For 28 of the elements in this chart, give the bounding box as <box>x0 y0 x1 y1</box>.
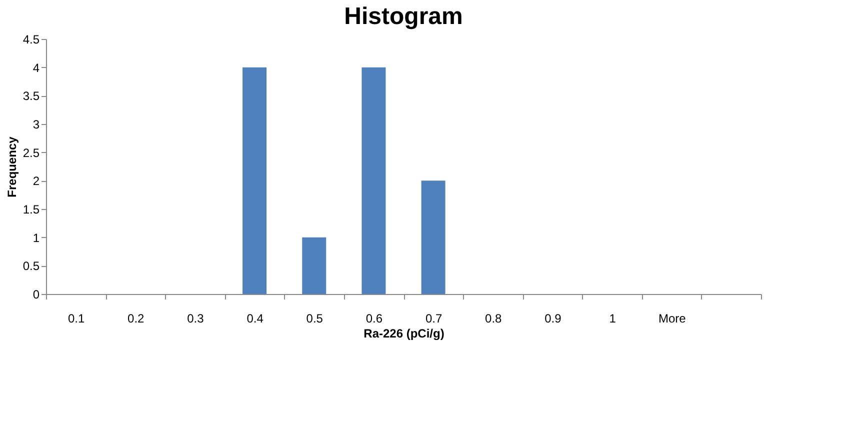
x-tick-label: 0.2 <box>128 312 145 326</box>
x-tick-label: 0.5 <box>306 312 324 326</box>
x-tick-label: 0.7 <box>425 312 442 326</box>
x-tick-label: 0.3 <box>187 312 204 326</box>
x-tick-label: More <box>658 312 686 326</box>
y-tick-label: 4 <box>32 60 40 75</box>
bar <box>302 237 326 294</box>
x-tick-label: 0.1 <box>68 312 85 326</box>
chart-title: Histogram <box>344 3 463 30</box>
bar <box>362 67 386 294</box>
x-tick-label: 0.9 <box>544 312 562 326</box>
y-tick-label: 1.5 <box>22 202 40 216</box>
y-tick-label: 3.5 <box>22 89 40 104</box>
bar <box>242 67 267 294</box>
y-tick-label: 3 <box>32 118 40 132</box>
y-axis-title: Frequency <box>4 136 19 198</box>
x-axis-title: Ra-226 (pCi/g) <box>364 326 444 340</box>
y-tick-label: 0 <box>32 288 40 302</box>
x-tick-label: 0.8 <box>485 312 502 326</box>
bar <box>421 180 446 294</box>
x-tick-label: 0.6 <box>366 312 383 326</box>
y-tick-label: 2 <box>32 174 40 188</box>
y-tick-label: 0.5 <box>22 259 40 274</box>
y-tick-label: 2.5 <box>22 146 40 160</box>
y-tick-label: 1 <box>32 230 40 245</box>
x-tick-label: 1 <box>609 312 616 326</box>
y-tick-label: 4.5 <box>22 32 40 46</box>
x-tick-label: 0.4 <box>246 312 264 326</box>
